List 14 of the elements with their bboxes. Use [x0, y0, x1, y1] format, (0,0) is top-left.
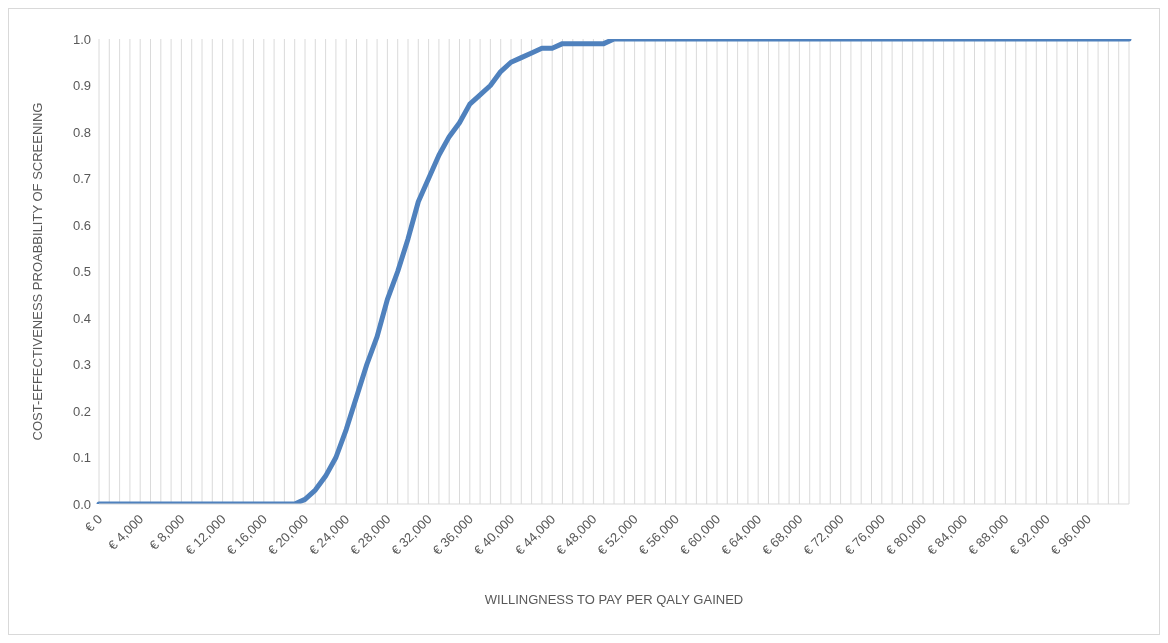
y-tick-label: 0.6 [72, 217, 91, 233]
y-tick-label: 0.9 [72, 78, 91, 94]
y-tick-label: 0.5 [72, 264, 91, 280]
x-axis-title: WILLINGNESS TO PAY PER QALY GAINED [484, 592, 744, 607]
y-tick-label: 0.0 [72, 496, 91, 512]
y-axis-title: COST-EFFECTIVENESS PROABBILITY OF SCREENING [29, 102, 45, 441]
y-tick-label: 0.8 [72, 124, 91, 140]
y-tick-label: 0.4 [72, 310, 91, 326]
y-tick-label: 0.3 [72, 357, 91, 373]
y-tick-label: 0.1 [72, 450, 91, 466]
y-tick-label: 0.7 [72, 171, 91, 187]
y-tick-label: 1.0 [72, 31, 91, 47]
x-tick-label: € 0 [81, 511, 106, 535]
y-tick-label: 0.2 [72, 403, 91, 419]
